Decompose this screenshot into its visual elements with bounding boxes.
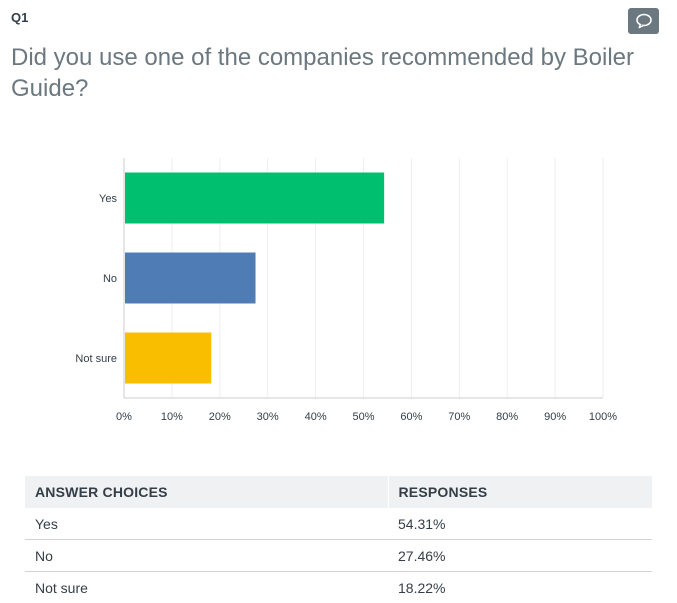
response-cell: 27.46%	[388, 540, 652, 572]
x-tick-label: 0%	[116, 411, 132, 423]
category-label: Yes	[99, 193, 117, 205]
x-tick-label: 60%	[400, 411, 422, 423]
header-responses: RESPONSES	[388, 476, 652, 508]
question-number: Q1	[11, 10, 28, 25]
x-tick-label: 40%	[305, 411, 327, 423]
question-title: Did you use one of the companies recomme…	[11, 42, 671, 104]
x-tick-label: 70%	[448, 411, 470, 423]
header-answer-choices: ANSWER CHOICES	[25, 476, 388, 508]
answer-choice-cell: Not sure	[25, 572, 388, 603]
x-tick-label: 50%	[352, 411, 374, 423]
x-tick-label: 30%	[257, 411, 279, 423]
bar-not-sure[interactable]	[125, 333, 211, 384]
response-cell: 18.22%	[388, 572, 652, 603]
x-tick-label: 20%	[209, 411, 231, 423]
table-row: Yes 54.31%	[25, 508, 652, 540]
table-row: No 27.46%	[25, 540, 652, 572]
bar-chart: Yes No Not sure 0% 10% 20% 30% 40% 50% 60% 70% 80%…	[0, 150, 677, 440]
x-tick-label: 10%	[161, 411, 183, 423]
answer-choice-cell: No	[25, 540, 388, 572]
speech-bubble-icon	[635, 13, 653, 29]
category-label: Not sure	[75, 353, 117, 365]
results-table: ANSWER CHOICES RESPONSES Yes 54.31% No 2…	[25, 476, 652, 603]
x-tick-label: 90%	[544, 411, 566, 423]
response-cell: 54.31%	[388, 508, 652, 540]
x-tick-label: 80%	[496, 411, 518, 423]
answer-choice-cell: Yes	[25, 508, 388, 540]
bar-yes[interactable]	[125, 173, 384, 224]
x-tick-label: 100%	[589, 411, 617, 423]
comment-button[interactable]	[628, 8, 659, 34]
category-label: No	[103, 273, 117, 285]
table-header-row: ANSWER CHOICES RESPONSES	[25, 476, 652, 508]
table-row: Not sure 18.22%	[25, 572, 652, 603]
bar-no[interactable]	[125, 253, 256, 304]
